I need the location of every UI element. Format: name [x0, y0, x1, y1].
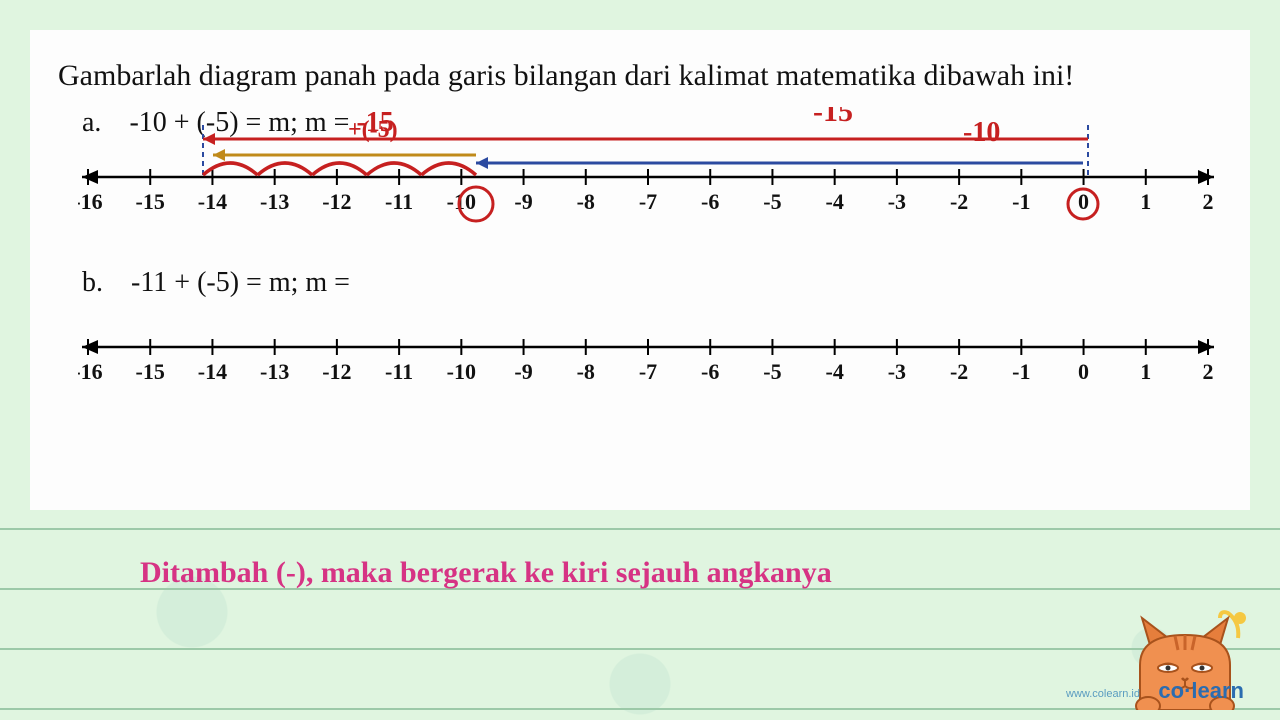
svg-text:0: 0	[1078, 359, 1089, 384]
svg-text:-3: -3	[888, 359, 906, 384]
svg-text:0: 0	[1078, 189, 1089, 214]
svg-text:1: 1	[1140, 359, 1151, 384]
paper-rule-line	[0, 528, 1280, 530]
svg-text:-13: -13	[260, 189, 289, 214]
instruction-text: Gambarlah diagram panah pada garis bilan…	[58, 50, 1222, 101]
svg-text:-16: -16	[78, 359, 103, 384]
svg-text:-6: -6	[701, 189, 719, 214]
hint-text: Ditambah (-), maka bergerak ke kiri seja…	[140, 556, 832, 590]
problem-b-expression: -11 + (-5) = m; m =	[131, 267, 350, 298]
svg-text:-15: -15	[813, 107, 853, 128]
svg-text:-11: -11	[385, 359, 413, 384]
svg-text:-6: -6	[701, 359, 719, 384]
svg-text:-7: -7	[639, 359, 657, 384]
svg-text:2: 2	[1203, 359, 1214, 384]
svg-text:-8: -8	[577, 359, 595, 384]
svg-text:-14: -14	[198, 189, 227, 214]
svg-text:-2: -2	[950, 359, 968, 384]
svg-text:-1: -1	[1012, 359, 1030, 384]
svg-text:-12: -12	[322, 189, 351, 214]
svg-text:1: 1	[1140, 189, 1151, 214]
numberline-b: -16-15-14-13-12-11-10-9-8-7-6-5-4-3-2-10…	[78, 327, 1202, 407]
problem-b: b. -11 + (-5) = m; m = -16-15-14-13-12-1…	[58, 267, 1222, 417]
svg-text:-9: -9	[514, 359, 532, 384]
problem-b-label: b. -11 + (-5) = m; m =	[82, 267, 350, 299]
problem-a: a. -10 + (-5) = m; m = -15 -16-15-14-13-…	[58, 107, 1222, 257]
svg-text:-4: -4	[826, 189, 844, 214]
svg-text:-14: -14	[198, 359, 227, 384]
numberline-a: -16-15-14-13-12-11-10-9-8-7-6-5-4-3-2-10…	[78, 167, 1202, 247]
svg-text:-5: -5	[763, 189, 781, 214]
svg-text:-5: -5	[763, 359, 781, 384]
svg-text:-13: -13	[260, 359, 289, 384]
svg-text:-1: -1	[1012, 189, 1030, 214]
svg-text:-15: -15	[136, 189, 165, 214]
svg-text:-8: -8	[577, 189, 595, 214]
svg-text:-15: -15	[136, 359, 165, 384]
brand-url: www.colearn.id	[1066, 688, 1140, 700]
svg-text:-4: -4	[826, 359, 844, 384]
svg-text:2: 2	[1203, 189, 1214, 214]
svg-text:-16: -16	[78, 189, 103, 214]
svg-text:-3: -3	[888, 189, 906, 214]
svg-text:-12: -12	[322, 359, 351, 384]
svg-text:-7: -7	[639, 189, 657, 214]
svg-text:-9: -9	[514, 189, 532, 214]
worksheet-card: Gambarlah diagram panah pada garis bilan…	[30, 30, 1250, 510]
svg-text:-10: -10	[447, 359, 476, 384]
svg-text:-2: -2	[950, 189, 968, 214]
brand-logo: co·learn	[1158, 678, 1244, 704]
svg-text:+(-5): +(-5)	[348, 117, 398, 143]
paper-rule-line	[0, 648, 1280, 650]
svg-text:-10: -10	[963, 117, 1000, 148]
paper-rule-line	[0, 708, 1280, 710]
problem-b-letter: b.	[82, 267, 103, 298]
svg-text:-11: -11	[385, 189, 413, 214]
lined-paper-area	[0, 480, 1280, 720]
